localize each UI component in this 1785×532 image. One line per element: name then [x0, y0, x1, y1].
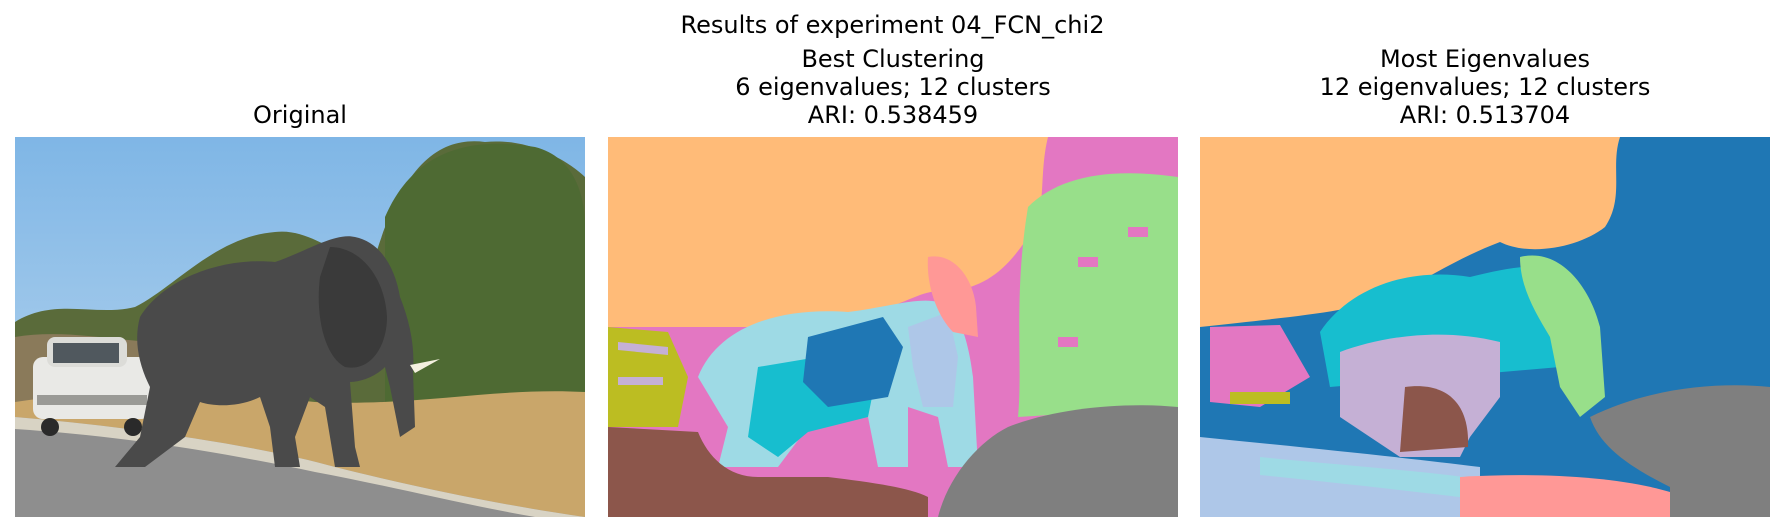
panel-subtitle-ari: ARI: 0.538459 [807, 101, 979, 129]
figure-title: Results of experiment 04_FCN_chi2 [680, 11, 1105, 39]
panel-title-line: Best Clustering [801, 45, 985, 73]
segmentation-map-most [1200, 137, 1770, 517]
original-image [15, 137, 585, 517]
panel-subtitle-eigenvalues: 6 eigenvalues; 12 clusters [735, 73, 1051, 101]
most-eigenvalues-image [1200, 137, 1770, 517]
panel-title-line: Most Eigenvalues [1379, 45, 1591, 73]
panel-title-best-clustering: Best Clustering 6 eigenvalues; 12 cluste… [608, 45, 1178, 129]
panel-title-most-eigenvalues: Most Eigenvalues 12 eigenvalues; 12 clus… [1200, 45, 1770, 129]
panel-title-line: Original [253, 101, 347, 129]
panel-subtitle-eigenvalues: 12 eigenvalues; 12 clusters [1319, 73, 1651, 101]
segmentation-map-best [608, 137, 1178, 517]
panel-title-original: Original [15, 101, 585, 129]
elephant-photo [15, 137, 585, 517]
panel-subtitle-ari: ARI: 0.513704 [1399, 101, 1571, 129]
best-clustering-image [608, 137, 1178, 517]
